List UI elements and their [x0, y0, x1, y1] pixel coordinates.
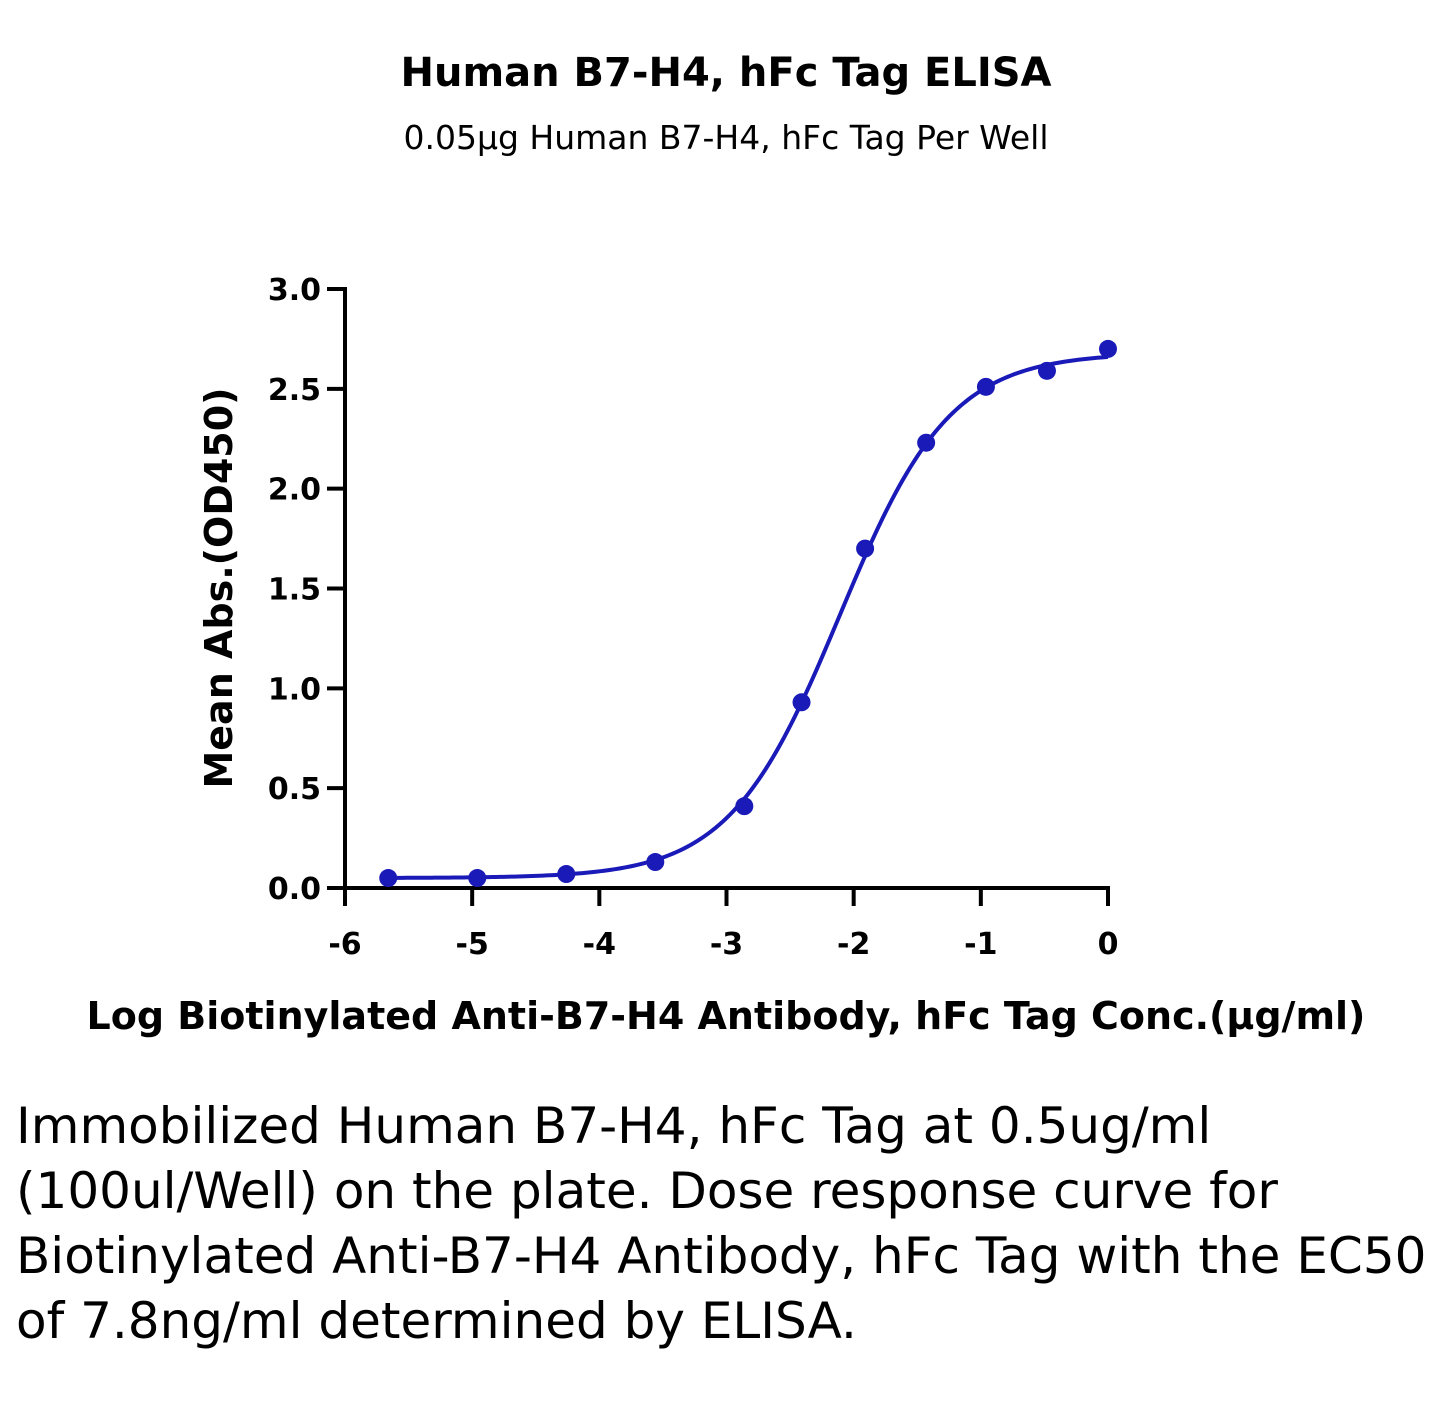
data-point: [856, 539, 875, 558]
ticks: 0.0 0.5 1.0 1.5 2.0 2.5 3.0 -6 -5 -4 -3 -2 -1 0: [268, 273, 1119, 962]
y-tick-label: 2.5: [268, 373, 321, 408]
x-tick-label: -2: [837, 927, 870, 962]
y-tick-label: 0.5: [268, 772, 321, 807]
data-point: [792, 693, 811, 712]
data-point: [468, 869, 487, 888]
x-tick-label: -6: [328, 927, 361, 962]
axes: [343, 287, 1110, 890]
data-point: [557, 865, 576, 884]
data-point: [646, 853, 665, 872]
y-tick-label: 3.0: [268, 273, 321, 308]
x-tick-label: -5: [456, 927, 489, 962]
x-tick-label: -4: [583, 927, 616, 962]
data-point: [735, 797, 754, 816]
data-point: [976, 377, 995, 396]
chart-plot: 0.0 0.5 1.0 1.5 2.0 2.5 3.0 -6 -5 -4 -3 -2 -1 0 Mean …: [87, 273, 1366, 1038]
y-tick-label: 0.0: [268, 872, 321, 907]
data-points: [379, 339, 1117, 888]
x-tick-label: 0: [1098, 927, 1119, 962]
y-axis-title: Mean Abs.(OD450): [197, 387, 241, 788]
figure-caption: Immobilized Human B7-H4, hFc Tag at 0.5u…: [16, 1097, 1427, 1350]
y-tick-label: 1.0: [268, 672, 321, 707]
data-point: [379, 869, 398, 888]
chart-subtitle: 0.05μg Human B7-H4, hFc Tag Per Well: [403, 118, 1049, 157]
chart-title: Human B7-H4, hFc Tag ELISA: [400, 50, 1052, 96]
x-tick-label: -3: [710, 927, 743, 962]
x-tick-label: -1: [964, 927, 997, 962]
data-point: [1037, 361, 1056, 380]
data-point: [917, 433, 936, 452]
x-axis-title: Log Biotinylated Anti-B7-H4 Antibody, hF…: [87, 994, 1366, 1038]
y-tick-label: 1.5: [268, 573, 321, 608]
y-tick-label: 2.0: [268, 473, 321, 508]
data-point: [1099, 339, 1117, 358]
